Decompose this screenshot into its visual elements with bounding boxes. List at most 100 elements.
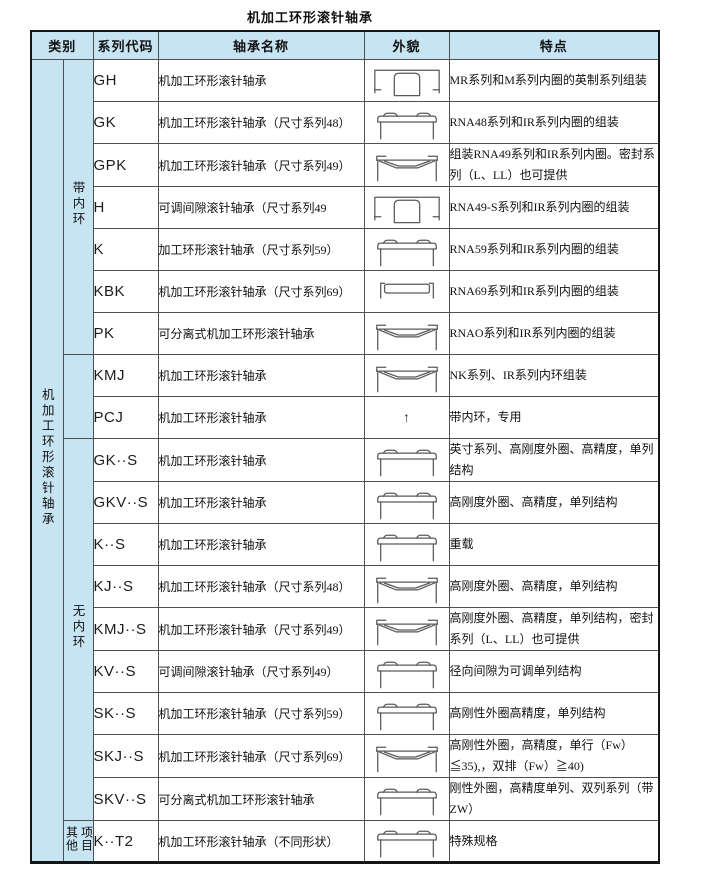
table-row: H 可调间隙滚针轴承（尺寸系列49 RNA49-S系列和IR系列内圈的组装 (31, 186, 660, 229)
features-cell: 组装RNA49系列和IR系列内圈。密封系列（L、LL）也可提供 (448, 143, 660, 187)
subcategory-cell: 无内环 (62, 438, 94, 821)
header-series-code: 系列代码 (92, 30, 159, 60)
table-row: GK 机加工环形滚针轴承（尺寸系列48） RNA48系列和IR系列内圈的组装 (31, 101, 660, 144)
bearing-cross-section-icon-sealed-chevron (365, 736, 448, 776)
table-row: SKJ··S 机加工环形滚针轴承（尺寸系列69） 高刚性外圈，高精度，单行（Fw）≦… (31, 734, 660, 778)
bearing-cross-section-icon-cap (365, 525, 448, 565)
appearance-cell (363, 101, 450, 144)
subcategory-cell: 带内环 (62, 59, 94, 355)
appearance-cell (363, 777, 450, 821)
header-features: 特点 (448, 30, 660, 60)
table-row: KBK 机加工环形滚针轴承（尺寸系列69） RNA69系列和IR系列内圈的组装 (31, 270, 660, 313)
subcategory-cell (62, 354, 94, 439)
features-cell: 重载 (448, 523, 660, 566)
appearance-cell (363, 228, 450, 271)
appearance-cell (363, 607, 450, 651)
features-cell: RNAO系列和IR系列内圈的组装 (448, 312, 660, 355)
appearance-cell (363, 650, 450, 693)
header-category: 类别 (30, 30, 94, 60)
bearing-name-cell: 机加工环形滚针轴承（尺寸系列48） (157, 101, 365, 144)
subcategory-label: 无内环 (70, 603, 85, 651)
series-code-cell: SKJ··S (92, 734, 159, 778)
page-title: 机加工环形滚针轴承 (246, 10, 373, 25)
table-header: 类别 系列代码 轴承名称 外貌 特点 (30, 30, 660, 60)
bearing-cross-section-icon-cap (365, 822, 448, 862)
table-row: 机加工环形滚针轴承 带内环 GH 机加工环形滚针轴承 MR系列和M系列内圈的英制系列组装 (30, 59, 660, 863)
table-body: 机加工环形滚针轴承 带内环 GH 机加工环形滚针轴承 MR系列和M系列内圈的英制系列组装… (30, 59, 660, 863)
features-cell: 带内环，专用 (448, 396, 660, 439)
table-row: PCJ 机加工环形滚针轴承 ↑ 带内环，专用 (31, 396, 660, 439)
table-row: SKV··S 可分离式机加工环形滚针轴承 刚性外圈，高精度单列、双列系列（带ZW） (31, 777, 660, 821)
features-cell: RNA69系列和IR系列内圈的组装 (448, 270, 660, 313)
bearing-cross-section-icon-cap (365, 103, 448, 143)
features-cell: RNA59系列和IR系列内圈的组装 (448, 228, 660, 271)
features-cell: 高刚性外圈高精度，单列结构 (448, 692, 660, 735)
table-row: GKV··S 机加工环形滚针轴承 高刚度外圈、高精度，单列结构 (31, 481, 660, 524)
series-code-cell: SKV··S (92, 777, 159, 821)
bearing-cross-section-icon-sealed-chevron (365, 145, 448, 185)
bearing-cross-section-icon-sealed-chevron (365, 314, 448, 354)
bearing-cross-section-icon-cap (365, 483, 448, 523)
appearance-cell (363, 143, 450, 187)
table-row: KJ··S 机加工环形滚针轴承（尺寸系列48） 高刚度外圈、高精度，单列结构 (31, 565, 660, 608)
bearing-name-cell: 机加工环形滚针轴承 (157, 59, 365, 102)
bearing-name-cell: 机加工环形滚针轴承 (157, 354, 365, 397)
series-code-cell: H (92, 186, 159, 229)
features-cell: 英寸系列、高刚度外圈、高精度，单列结构 (448, 438, 660, 482)
subcategory-label: 其他 项目 (64, 825, 94, 852)
bearing-name-cell: 机加工环形滚针轴承（尺寸系列49） (157, 143, 365, 187)
bearing-cross-section-icon-cap (365, 652, 448, 692)
appearance-cell (363, 312, 450, 355)
table-row: 其他 项目 K··T2 机加工环形滚针轴承（不同形状） 特殊规格 (31, 820, 660, 863)
bearing-name-cell: 机加工环形滚针轴承 (157, 438, 365, 482)
bearing-cross-section-icon-cap (365, 230, 448, 270)
appearance-cell (363, 270, 450, 313)
table-row: K··S 机加工环形滚针轴承 重载 (31, 523, 660, 566)
bearing-name-cell: 机加工环形滚针轴承（尺寸系列59） (157, 692, 365, 735)
features-cell: 特殊规格 (448, 820, 660, 863)
appearance-cell (363, 438, 450, 482)
bearing-name-cell: 机加工环形滚针轴承（尺寸系列49） (157, 607, 365, 651)
bearing-name-cell: 加工环形滚针轴承（尺寸系列59） (157, 228, 365, 271)
bearing-cross-section-icon-inner-ring (365, 188, 448, 228)
bearing-cross-section-icon-cap (365, 440, 448, 480)
bearing-name-cell: 机加工环形滚针轴承（尺寸系列69） (157, 734, 365, 778)
bearing-name-cell: 可调间隙滚针轴承（尺寸系列49 (157, 186, 365, 229)
appearance-cell (363, 692, 450, 735)
table-row: KV··S 可调间隙滚针轴承（尺寸系列49） 径向间隙为可调单列结构 (31, 650, 660, 693)
series-code-cell: KV··S (92, 650, 159, 693)
features-cell: 高刚性外圈，高精度，单行（Fw）≦35),，双排（Fw）≧40) (448, 734, 660, 778)
table-row: SK··S 机加工环形滚针轴承（尺寸系列59） 高刚性外圈高精度，单列结构 (31, 692, 660, 735)
bearing-name-cell: 机加工环形滚针轴承（尺寸系列48） (157, 565, 365, 608)
series-code-cell: KBK (92, 270, 159, 313)
features-cell: 高刚度外圈、高精度，单列结构 (448, 481, 660, 524)
main-category-label: 机加工环形滚针轴承 (39, 388, 54, 528)
header-appearance: 外貌 (363, 30, 450, 60)
features-cell: NK系列、IR系列内环组装 (448, 354, 660, 397)
bearing-spec-table: 类别 系列代码 轴承名称 外貌 特点 机加工环形滚针轴承 带内环 GH 机加工环形滚针… (30, 30, 661, 864)
features-cell: RNA49-S系列和IR系列内圈的组装 (448, 186, 660, 229)
bearing-name-cell: 可分离式机加工环形滚针轴承 (157, 312, 365, 355)
series-code-cell: SK··S (92, 692, 159, 735)
bearing-name-cell: 可分离式机加工环形滚针轴承 (157, 777, 365, 821)
series-code-cell: GK··S (92, 438, 159, 482)
appearance-cell (363, 354, 450, 397)
bearing-name-cell: 机加工环形滚针轴承（尺寸系列69） (157, 270, 365, 313)
appearance-cell (363, 820, 450, 863)
bearing-name-cell: 可调间隙滚针轴承（尺寸系列49） (157, 650, 365, 693)
table-row: KMJ 机加工环形滚针轴承 NK系列、IR系列内环组装 (31, 354, 660, 439)
series-code-cell: KJ··S (92, 565, 159, 608)
appearance-cell (363, 523, 450, 566)
bearing-name-cell: 机加工环形滚针轴承 (157, 523, 365, 566)
bearing-cross-section-icon-sealed-chevron (365, 609, 448, 649)
arrow-up-icon: ↑ (403, 410, 411, 426)
features-cell: 径向间隙为可调单列结构 (448, 650, 660, 693)
bearing-name-cell: 机加工环形滚针轴承 (157, 481, 365, 524)
bearing-name-cell: 机加工环形滚针轴承 (157, 396, 365, 439)
features-cell: 刚性外圈，高精度单列、双列系列（带ZW） (448, 777, 660, 821)
subcategory-label: 带内环 (70, 181, 85, 228)
table-row: KMJ··S 机加工环形滚针轴承（尺寸系列49） 高刚度外圈、高精度，单列结构，密封… (31, 607, 660, 651)
bearing-cross-section-icon-bar (365, 272, 448, 312)
appearance-cell (363, 734, 450, 778)
